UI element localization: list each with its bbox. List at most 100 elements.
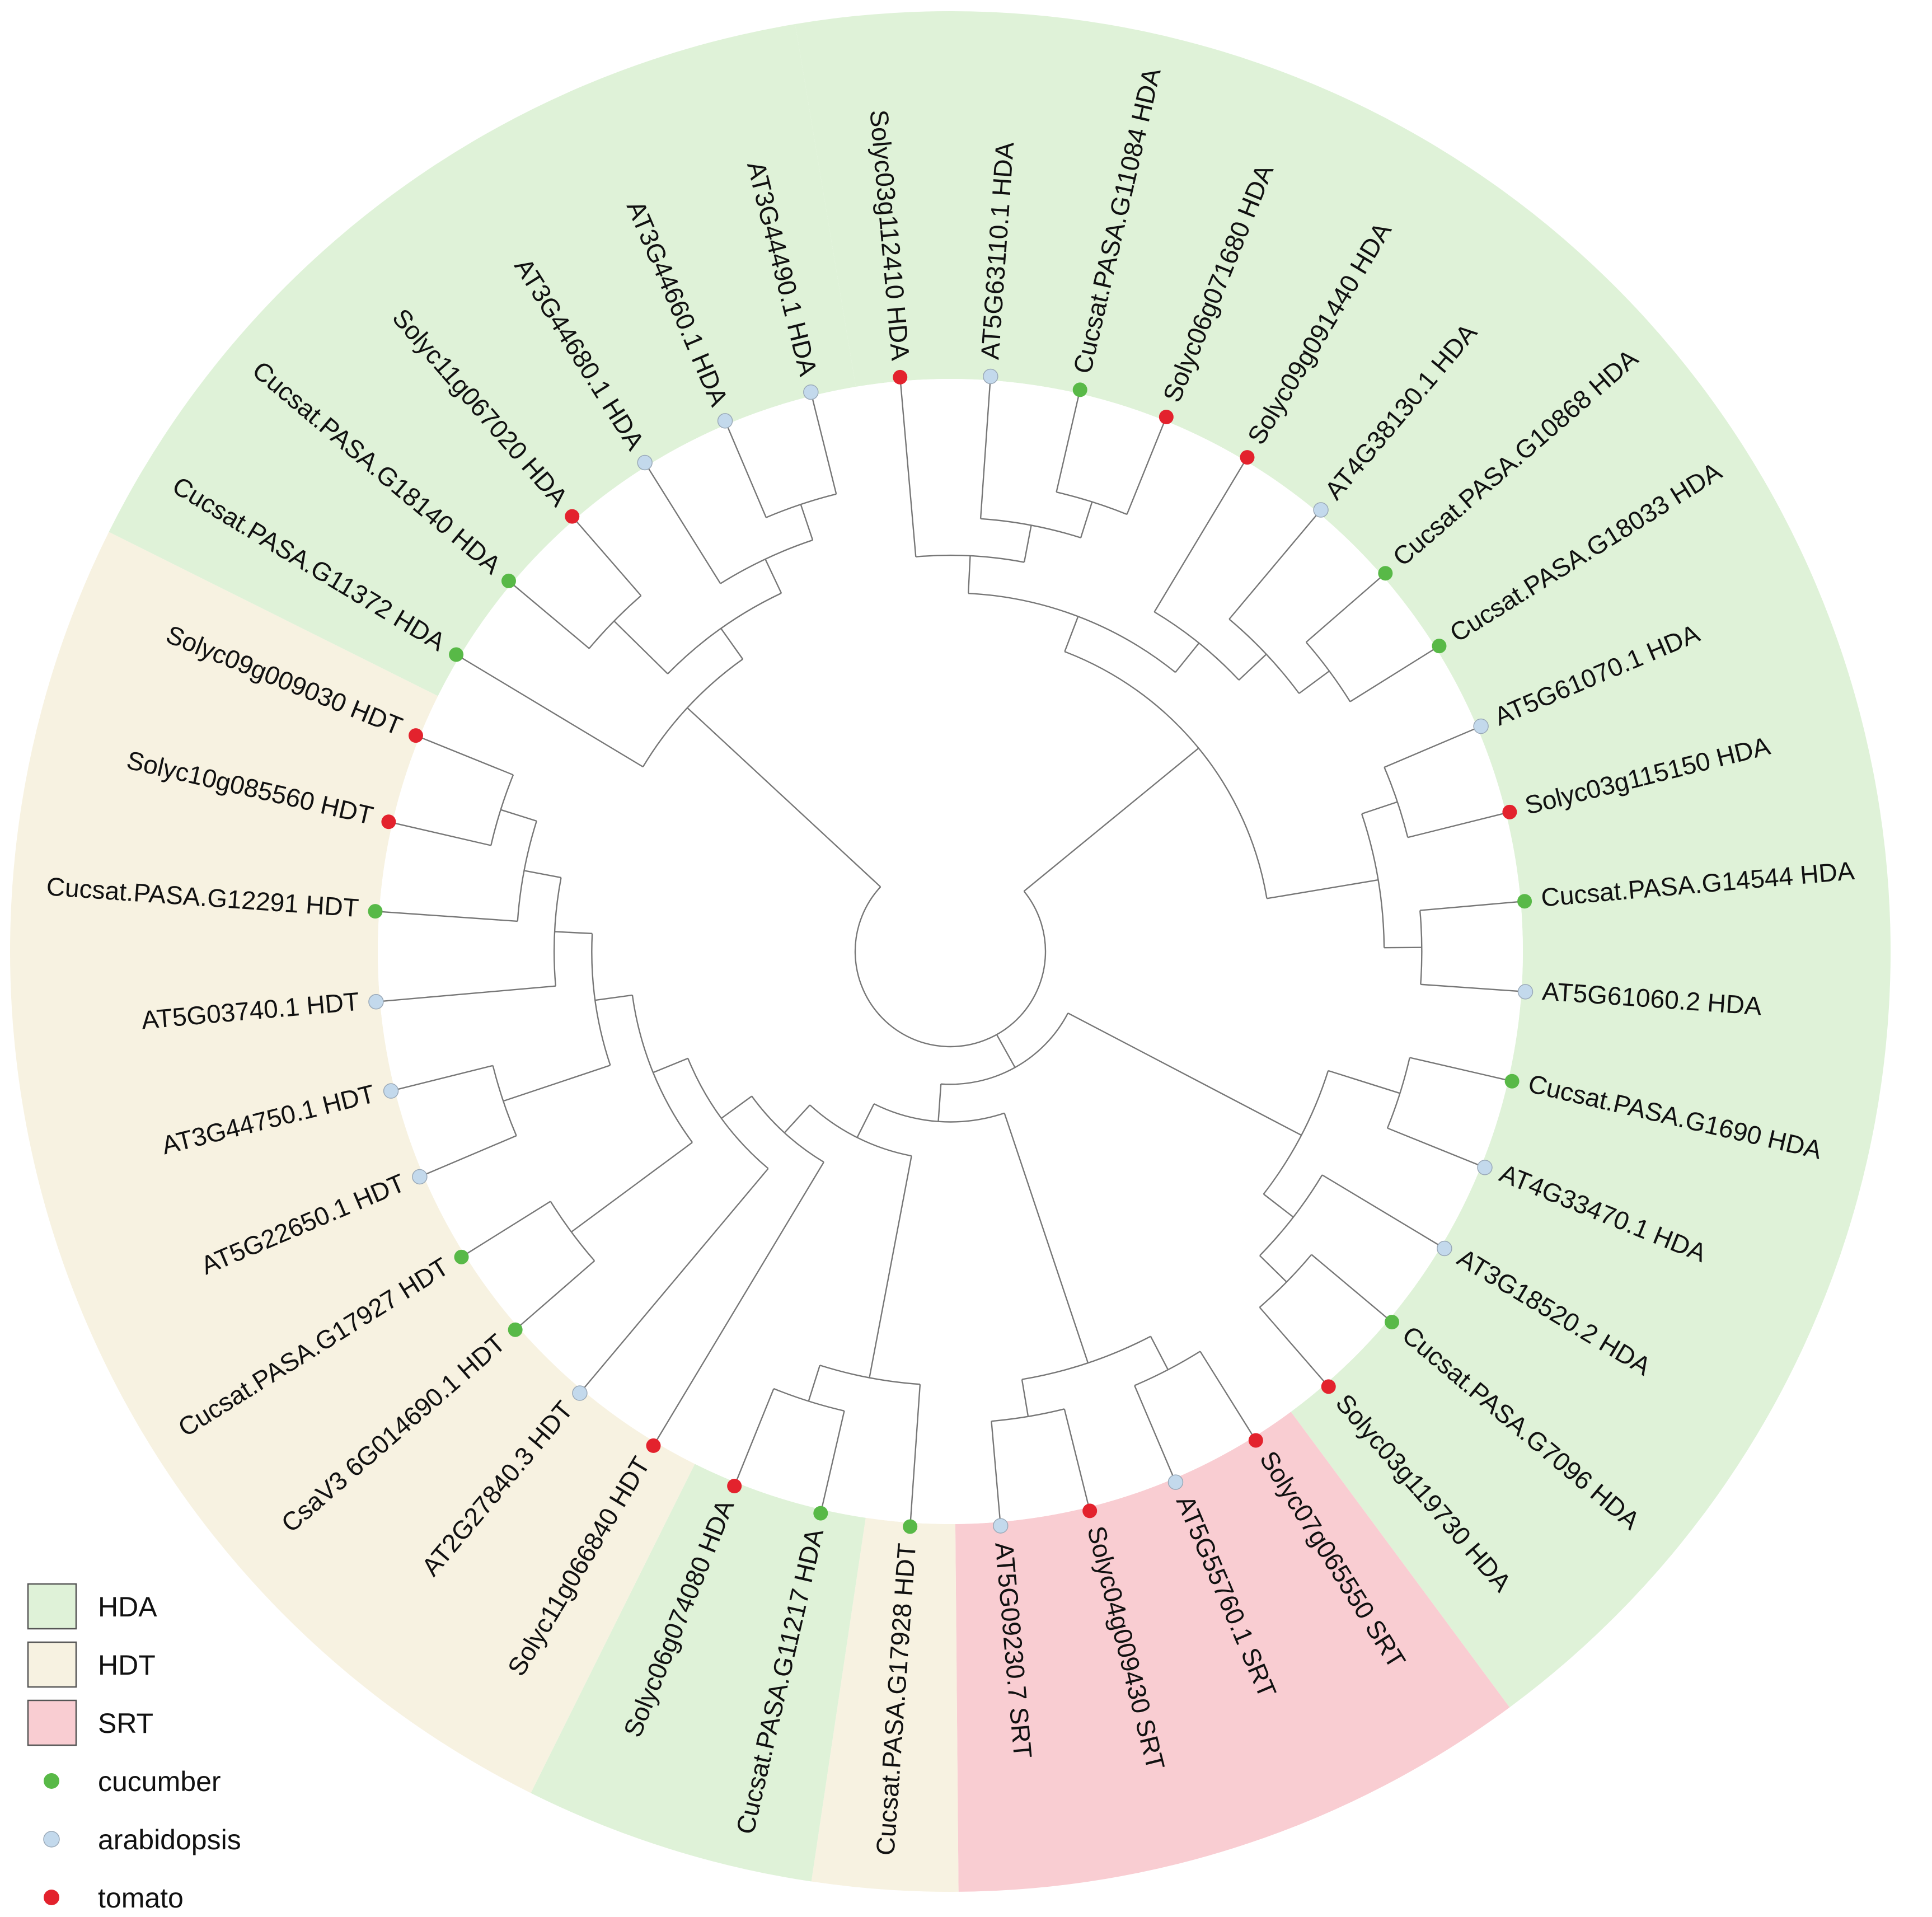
cucumber-dot (1378, 566, 1393, 581)
clade-arc (809, 1104, 912, 1157)
arabidopsis-dot (1437, 1240, 1452, 1257)
legend-dot-cucumber (44, 1773, 59, 1789)
clade-arc (642, 658, 743, 767)
branch-line (800, 504, 814, 541)
legend-swatch-hda (27, 1583, 77, 1630)
arabidopsis-dot (1167, 1474, 1184, 1490)
arabidopsis-dot (637, 454, 653, 471)
cucumber-dot (501, 573, 516, 588)
branch-line (1023, 525, 1032, 563)
clade-arc (1259, 1254, 1312, 1308)
branch-line (579, 1168, 769, 1394)
branch-line (1321, 1174, 1445, 1249)
clade-arc (773, 1388, 845, 1412)
branch-line (765, 559, 782, 594)
branch-line (1063, 1409, 1091, 1511)
branch-line (1126, 416, 1167, 515)
branch-line (979, 376, 992, 519)
legend-dot-arabidopsis (43, 1831, 60, 1848)
legend-label: HDT (98, 1649, 156, 1681)
branch-line (734, 1388, 775, 1487)
branch-line (1311, 1254, 1392, 1323)
branch-line (808, 1365, 821, 1402)
clade-arc (492, 1065, 517, 1136)
branch-line (1298, 670, 1330, 694)
clade-arc (968, 592, 1176, 673)
arabidopsis-dot (803, 384, 819, 400)
branch-line (571, 515, 642, 597)
clade-arc (550, 1201, 595, 1262)
branch-line (1408, 811, 1510, 838)
clade-arc (751, 1095, 824, 1163)
arabidopsis-dot (1477, 1160, 1493, 1175)
branch-line (524, 870, 561, 879)
branch-line (644, 462, 721, 584)
tomato-dot (1159, 410, 1174, 425)
branch-line (909, 1384, 921, 1527)
branch-line (1267, 879, 1378, 899)
arabidopsis-dot (993, 1518, 1009, 1534)
clade-arc (1386, 1057, 1410, 1128)
branch-line (514, 1260, 595, 1330)
legend: HDA HDT SRT cucumber arabidopsis tomato (27, 1583, 241, 1914)
arabidopsis-dot (1473, 718, 1489, 734)
cucumber-dot (508, 1322, 523, 1337)
clade-arc (720, 539, 813, 584)
clade-arc (687, 1058, 769, 1169)
branch-line (1420, 901, 1525, 911)
tomato-dot (1082, 1503, 1098, 1518)
branch-line (1228, 509, 1321, 620)
tree-branches (375, 376, 1526, 1527)
arabidopsis-dot (717, 413, 733, 429)
arabidopsis-dot (368, 994, 384, 1010)
clade-arc (490, 775, 514, 846)
branch-line (461, 1201, 551, 1258)
branch-line (595, 994, 633, 1001)
branch-line (1328, 1070, 1400, 1094)
clade-arc (1263, 1070, 1329, 1195)
family-sector-hdt (10, 532, 695, 1793)
branch-line (1361, 801, 1398, 815)
clade-arc (667, 592, 782, 674)
branch-line (1150, 1335, 1169, 1370)
arabidopsis-dot (1313, 502, 1329, 518)
clade-arc (588, 595, 642, 649)
branch-line (1305, 573, 1386, 643)
clade-arc (553, 877, 562, 986)
arabidopsis-dot (1517, 984, 1534, 1000)
clade-arc (1305, 641, 1351, 702)
family-sector-hda (109, 24, 856, 696)
clade-arc (591, 933, 611, 1066)
branch-line (375, 910, 518, 922)
branch-line (1349, 645, 1440, 702)
branch-line (1003, 1113, 1089, 1363)
arabidopsis-dot (383, 1083, 399, 1099)
branch-line (724, 420, 767, 518)
branch-line (1259, 1255, 1287, 1283)
branch-line (456, 654, 644, 768)
cucumber-dot (1385, 1315, 1400, 1330)
branch-line (613, 620, 668, 674)
tomato-dot (1248, 1433, 1263, 1448)
branch-line (810, 392, 837, 494)
tomato-dot (646, 1438, 661, 1453)
branch-line (508, 580, 590, 649)
clade-arc (941, 1013, 1069, 1085)
branch-line (991, 1421, 1001, 1526)
branch-line (996, 1034, 1016, 1068)
arabidopsis-dot (983, 368, 998, 385)
branch-line (1175, 643, 1200, 673)
legend-label: SRT (98, 1708, 153, 1739)
branch-line (1409, 1057, 1512, 1082)
cucumber-dot (454, 1249, 469, 1264)
branch-line (388, 821, 491, 846)
family-sector-hda (795, 11, 1891, 1708)
family-sector-srt (955, 1412, 1510, 1892)
branch-line (1023, 747, 1199, 892)
branch-line (687, 707, 881, 888)
branch-line (554, 931, 593, 935)
tomato-dot (381, 814, 396, 829)
branch-line (967, 555, 971, 594)
clade-arc (1134, 1351, 1201, 1386)
